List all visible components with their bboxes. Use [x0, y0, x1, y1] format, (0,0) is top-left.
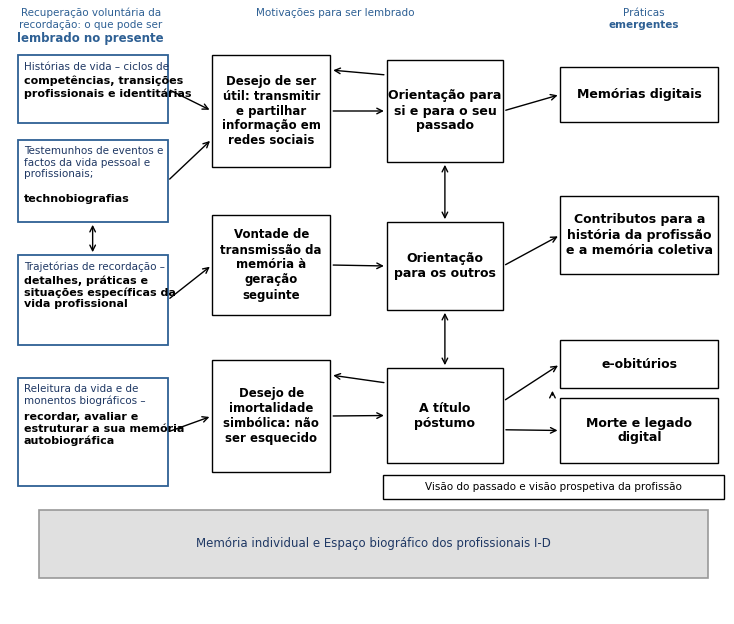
FancyBboxPatch shape	[387, 60, 503, 162]
Text: recordação: o que pode ser: recordação: o que pode ser	[19, 20, 162, 30]
Text: emergentes: emergentes	[609, 20, 680, 30]
Text: Contributos para a
história da profissão
e a memória coletiva: Contributos para a história da profissão…	[566, 213, 713, 256]
Text: Releitura da vida e de
monentos biográficos –: Releitura da vida e de monentos biográfi…	[23, 384, 145, 406]
FancyBboxPatch shape	[382, 475, 724, 499]
Text: Memórias digitais: Memórias digitais	[577, 88, 702, 101]
Text: Recuperação voluntária da: Recuperação voluntária da	[21, 8, 161, 19]
Text: Práticas: Práticas	[623, 8, 665, 18]
FancyBboxPatch shape	[560, 196, 718, 274]
FancyBboxPatch shape	[560, 67, 718, 122]
FancyBboxPatch shape	[18, 140, 167, 222]
FancyBboxPatch shape	[212, 55, 330, 167]
FancyBboxPatch shape	[212, 360, 330, 472]
Text: recordar, avaliar e
estruturar a sua memória
autobiográfica: recordar, avaliar e estruturar a sua mem…	[23, 412, 184, 446]
FancyBboxPatch shape	[40, 510, 708, 578]
Text: Orientação para
si e para o seu
passado: Orientação para si e para o seu passado	[388, 89, 501, 132]
Text: Visão do passado e visão prospetiva da profissão: Visão do passado e visão prospetiva da p…	[425, 482, 682, 492]
Text: Desejo de
imortalidade
simbólica: não
ser esquecido: Desejo de imortalidade simbólica: não se…	[223, 387, 319, 445]
FancyBboxPatch shape	[18, 255, 167, 345]
FancyBboxPatch shape	[387, 368, 503, 463]
Text: Motivações para ser lembrado: Motivações para ser lembrado	[256, 8, 415, 18]
Text: Trajetórias de recordação –: Trajetórias de recordação –	[23, 261, 164, 271]
Text: competências, transições
profissionais e identitárias: competências, transições profissionais e…	[23, 76, 191, 99]
Text: technobiografias: technobiografias	[23, 194, 129, 204]
FancyBboxPatch shape	[560, 398, 718, 463]
FancyBboxPatch shape	[18, 55, 167, 123]
Text: A título
póstumo: A título póstumo	[415, 401, 476, 429]
FancyBboxPatch shape	[387, 222, 503, 310]
FancyBboxPatch shape	[212, 215, 330, 315]
Text: detalhes, práticas e
situações específicas da
vida profissional: detalhes, práticas e situações específic…	[23, 275, 175, 310]
Text: Orientação
para os outros: Orientação para os outros	[394, 252, 496, 280]
Text: Vontade de
transmissão da
memória à
geração
seguinte: Vontade de transmissão da memória à gera…	[220, 228, 322, 301]
Text: e-obitúrios: e-obitúrios	[601, 358, 677, 371]
Text: Morte e legado
digital: Morte e legado digital	[586, 416, 692, 444]
Text: Desejo de ser
útil: transmitir
e partilhar
informação em
redes sociais: Desejo de ser útil: transmitir e partilh…	[222, 74, 321, 147]
Text: lembrado no presente: lembrado no presente	[18, 32, 164, 45]
Text: Histórias de vida – ciclos de: Histórias de vida – ciclos de	[23, 62, 169, 72]
FancyBboxPatch shape	[18, 378, 167, 486]
Text: Memória individual e Espaço biográfico dos profissionais I-D: Memória individual e Espaço biográfico d…	[197, 537, 551, 550]
Text: Testemunhos de eventos e
factos da vida pessoal e
profissionais;: Testemunhos de eventos e factos da vida …	[23, 146, 163, 179]
FancyBboxPatch shape	[560, 340, 718, 388]
